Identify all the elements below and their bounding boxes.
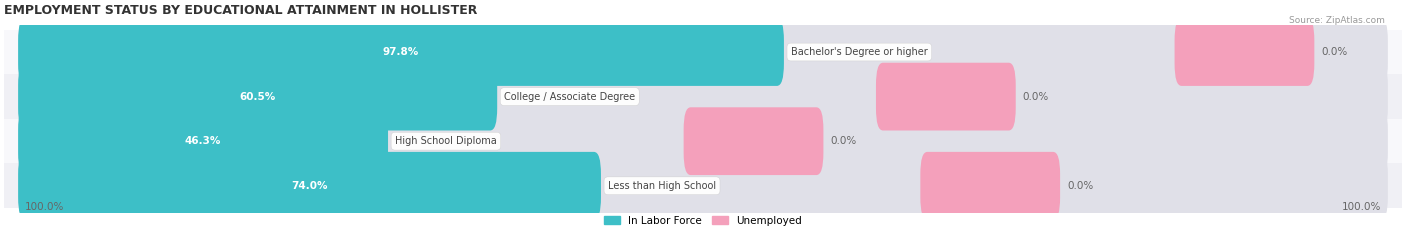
Text: High School Diploma: High School Diploma — [395, 136, 496, 146]
Text: Less than High School: Less than High School — [607, 181, 716, 191]
Text: EMPLOYMENT STATUS BY EDUCATIONAL ATTAINMENT IN HOLLISTER: EMPLOYMENT STATUS BY EDUCATIONAL ATTAINM… — [4, 4, 478, 17]
Text: 0.0%: 0.0% — [831, 136, 856, 146]
FancyBboxPatch shape — [18, 107, 1388, 175]
FancyBboxPatch shape — [18, 152, 1388, 220]
FancyBboxPatch shape — [18, 18, 1388, 86]
Text: 0.0%: 0.0% — [1067, 181, 1094, 191]
Text: 97.8%: 97.8% — [382, 47, 419, 57]
Text: 60.5%: 60.5% — [239, 92, 276, 102]
FancyBboxPatch shape — [18, 107, 388, 175]
FancyBboxPatch shape — [18, 63, 1388, 130]
FancyBboxPatch shape — [18, 18, 785, 86]
Text: 46.3%: 46.3% — [186, 136, 221, 146]
Bar — [4, 30, 1402, 74]
Text: 0.0%: 0.0% — [1322, 47, 1347, 57]
Text: Bachelor's Degree or higher: Bachelor's Degree or higher — [792, 47, 928, 57]
Text: 74.0%: 74.0% — [291, 181, 328, 191]
FancyBboxPatch shape — [921, 152, 1060, 220]
FancyBboxPatch shape — [18, 152, 600, 220]
FancyBboxPatch shape — [18, 63, 498, 130]
Text: 0.0%: 0.0% — [1022, 92, 1049, 102]
FancyBboxPatch shape — [1174, 18, 1315, 86]
Text: 100.0%: 100.0% — [1341, 202, 1381, 212]
Bar — [4, 119, 1402, 164]
Text: College / Associate Degree: College / Associate Degree — [505, 92, 636, 102]
Text: Source: ZipAtlas.com: Source: ZipAtlas.com — [1289, 16, 1385, 25]
Bar — [4, 74, 1402, 119]
Bar — [4, 164, 1402, 208]
FancyBboxPatch shape — [683, 107, 824, 175]
Text: 100.0%: 100.0% — [25, 202, 65, 212]
FancyBboxPatch shape — [876, 63, 1015, 130]
Legend: In Labor Force, Unemployed: In Labor Force, Unemployed — [600, 211, 806, 230]
